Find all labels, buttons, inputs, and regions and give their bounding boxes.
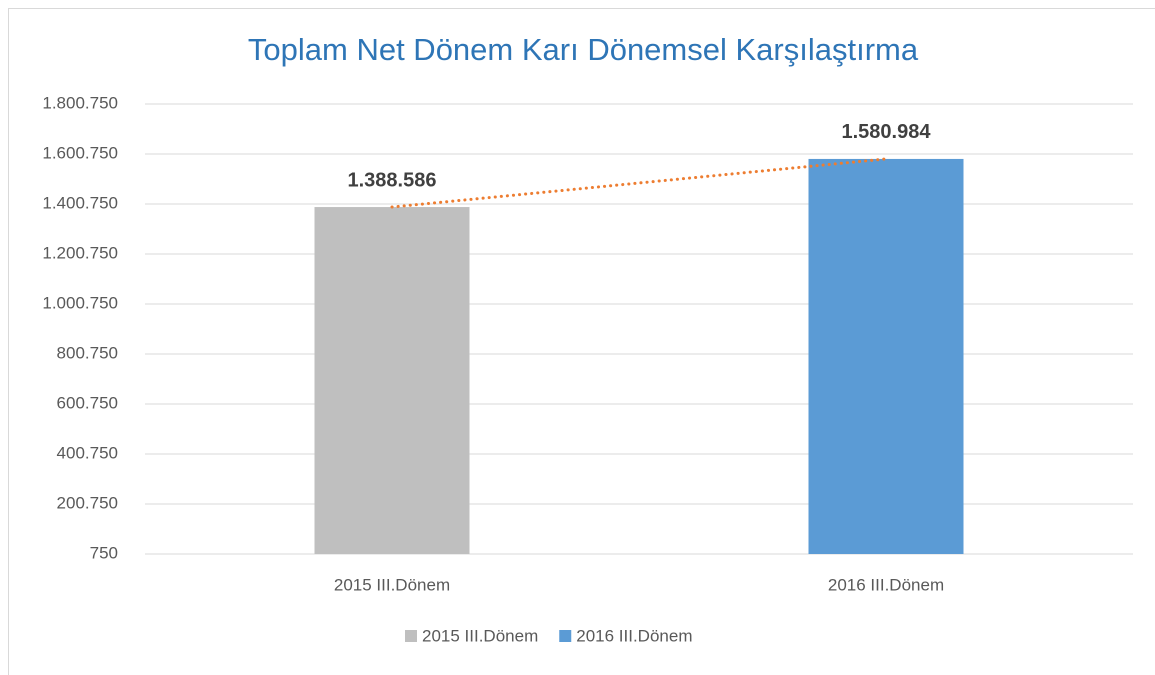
y-tick-label: 1.000.750 bbox=[42, 293, 118, 312]
trendline bbox=[390, 157, 888, 209]
legend-swatch bbox=[559, 630, 572, 642]
chart-title: Toplam Net Dönem Karı Dönemsel Karşılaşt… bbox=[248, 32, 919, 67]
chart-frame bbox=[8, 8, 1155, 675]
x-tick-label: 2015 III.Dönem bbox=[334, 575, 450, 594]
y-tick-label: 1.600.750 bbox=[42, 143, 118, 162]
y-tick-label: 750 bbox=[90, 543, 118, 562]
y-tick-label: 1.200.750 bbox=[42, 243, 118, 262]
y-tick-label: 200.750 bbox=[57, 493, 118, 512]
data-label: 1.580.984 bbox=[842, 121, 932, 143]
x-tick-label: 2016 III.Dönem bbox=[828, 575, 944, 594]
legend-label: 2015 III.Dönem bbox=[422, 626, 538, 645]
y-tick-label: 400.750 bbox=[57, 443, 118, 462]
legend-label: 2016 III.Dönem bbox=[576, 626, 692, 645]
y-tick-label: 600.750 bbox=[57, 393, 118, 412]
data-label: 1.388.586 bbox=[348, 169, 437, 191]
y-tick-label: 800.750 bbox=[57, 343, 118, 362]
bar bbox=[808, 158, 964, 554]
bar bbox=[314, 207, 470, 554]
legend-swatch bbox=[405, 630, 417, 642]
y-tick-label: 1.400.750 bbox=[42, 193, 118, 212]
y-tick-label: 1.800.750 bbox=[42, 93, 118, 112]
